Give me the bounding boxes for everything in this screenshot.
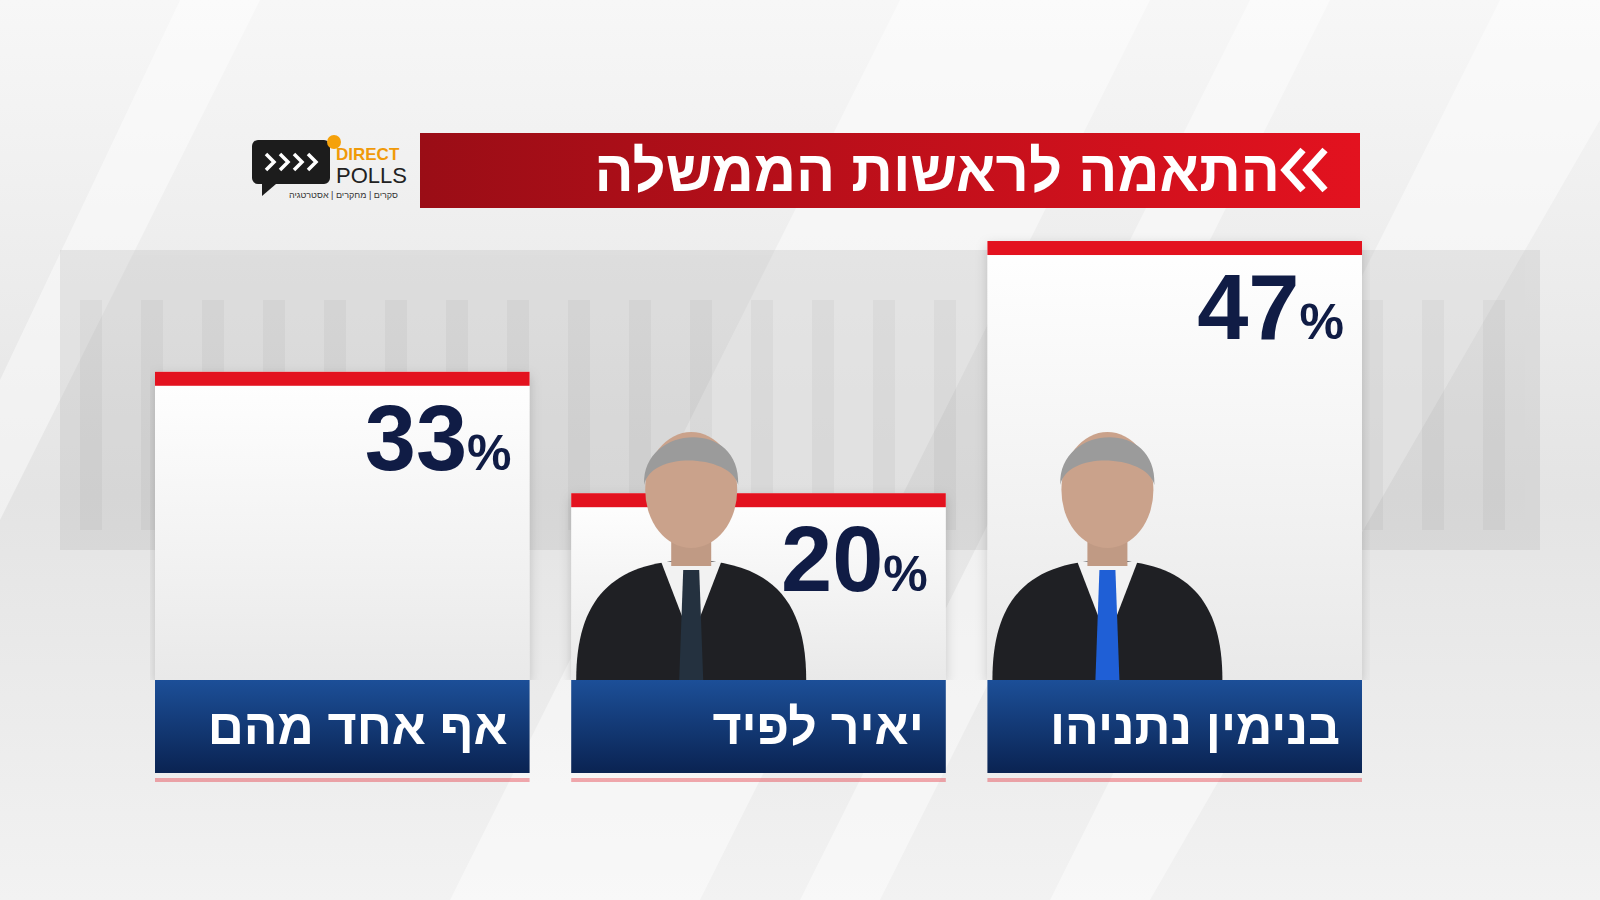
title-background <box>420 133 1360 208</box>
category-box <box>987 680 1362 773</box>
data-label: 33% <box>365 387 512 489</box>
portrait <box>576 432 806 680</box>
background <box>0 0 1600 900</box>
portrait <box>992 432 1222 680</box>
logo-tail <box>262 184 276 196</box>
bar-cap <box>155 372 530 386</box>
label-glow <box>155 778 530 782</box>
building-column <box>1483 300 1505 530</box>
title-chevron <box>1307 150 1325 190</box>
category-box <box>155 680 530 773</box>
logo: DIRECTPOLLS סקרים | מחקרים | אסטרטגיה <box>252 135 407 200</box>
portrait-tie <box>1095 570 1119 680</box>
logo-chevron <box>266 154 274 170</box>
logo-box <box>252 140 330 184</box>
portrait-tie <box>679 570 703 680</box>
background-stripes <box>0 0 1600 900</box>
bar <box>571 493 946 680</box>
title-bar: התאמה לראשות הממשלה <box>420 133 1360 208</box>
portraits <box>576 432 1222 680</box>
chart-canvas: DIRECTPOLLS סקרים | מחקרים | אסטרטגיה התאמ… <box>0 0 1600 900</box>
bar-cap <box>571 493 946 507</box>
label-glow <box>571 778 946 782</box>
portrait-hair <box>644 437 738 485</box>
logo-text: POLLS <box>336 163 407 188</box>
category-label: יאיר לפיד <box>712 699 923 755</box>
bars <box>155 241 1362 680</box>
logo-tagline: סקרים | מחקרים | אסטרטגיה <box>289 190 398 200</box>
title-chevron <box>1285 150 1303 190</box>
label-glow <box>987 778 1362 782</box>
portrait-suit <box>992 560 1222 680</box>
bar <box>155 372 530 680</box>
logo-chevron <box>308 154 316 170</box>
category-label: בנימין נתניהו <box>1050 699 1340 755</box>
x-axis: בנימין נתניהו יאיר לפיד אף אחד מהם <box>155 680 1362 782</box>
data-labels: 47% 20% 33% <box>365 256 1344 610</box>
portrait-suit <box>576 560 806 680</box>
logo-text: DIRECT <box>336 145 400 164</box>
logo-chevron <box>294 154 302 170</box>
logo-chevron <box>280 154 288 170</box>
building-column <box>80 300 102 530</box>
data-label: 47% <box>1197 256 1344 358</box>
bar-cap <box>987 241 1362 255</box>
building-column <box>1422 300 1444 530</box>
building-column <box>1361 300 1383 530</box>
data-label: 20% <box>781 508 928 610</box>
category-box <box>571 680 946 773</box>
category-label: אף אחד מהם <box>208 699 508 755</box>
portrait-hair <box>1060 437 1154 485</box>
chart-title: התאמה לראשות הממשלה <box>595 138 1281 203</box>
bar <box>987 241 1362 680</box>
